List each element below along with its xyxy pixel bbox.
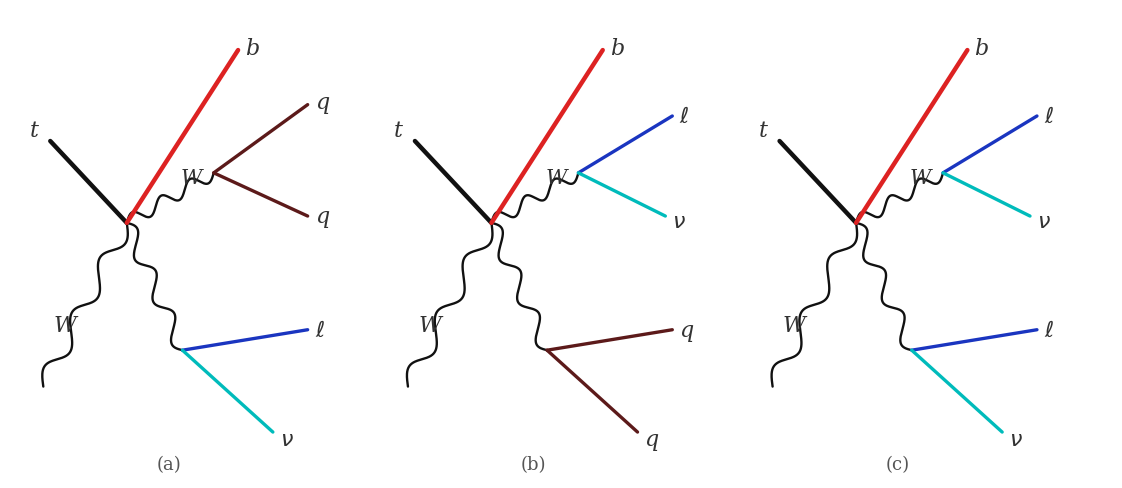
Text: b: b (609, 38, 624, 60)
Text: (a): (a) (156, 455, 181, 473)
Text: q: q (314, 92, 329, 114)
Text: (c): (c) (885, 455, 910, 473)
Text: W: W (54, 315, 76, 337)
Text: W: W (545, 168, 567, 187)
Text: t: t (394, 120, 403, 142)
Text: q: q (644, 428, 659, 450)
Text: q: q (314, 205, 329, 227)
Text: $\nu$: $\nu$ (279, 428, 294, 450)
Text: (b): (b) (521, 455, 546, 473)
Text: q: q (679, 319, 693, 341)
Text: $\ell$: $\ell$ (1043, 106, 1054, 128)
Text: $\ell$: $\ell$ (1043, 319, 1054, 341)
Text: b: b (245, 38, 259, 60)
Text: W: W (419, 315, 441, 337)
Text: $\ell$: $\ell$ (314, 319, 324, 341)
Text: $\nu$: $\nu$ (1009, 428, 1023, 450)
Text: t: t (29, 120, 38, 142)
Text: t: t (758, 120, 767, 142)
Text: W: W (910, 168, 931, 187)
Text: $\ell$: $\ell$ (679, 106, 689, 128)
Text: $\nu$: $\nu$ (1037, 210, 1051, 232)
Text: W: W (181, 168, 202, 187)
Text: b: b (974, 38, 988, 60)
Text: W: W (783, 315, 806, 337)
Text: $\nu$: $\nu$ (672, 210, 687, 232)
